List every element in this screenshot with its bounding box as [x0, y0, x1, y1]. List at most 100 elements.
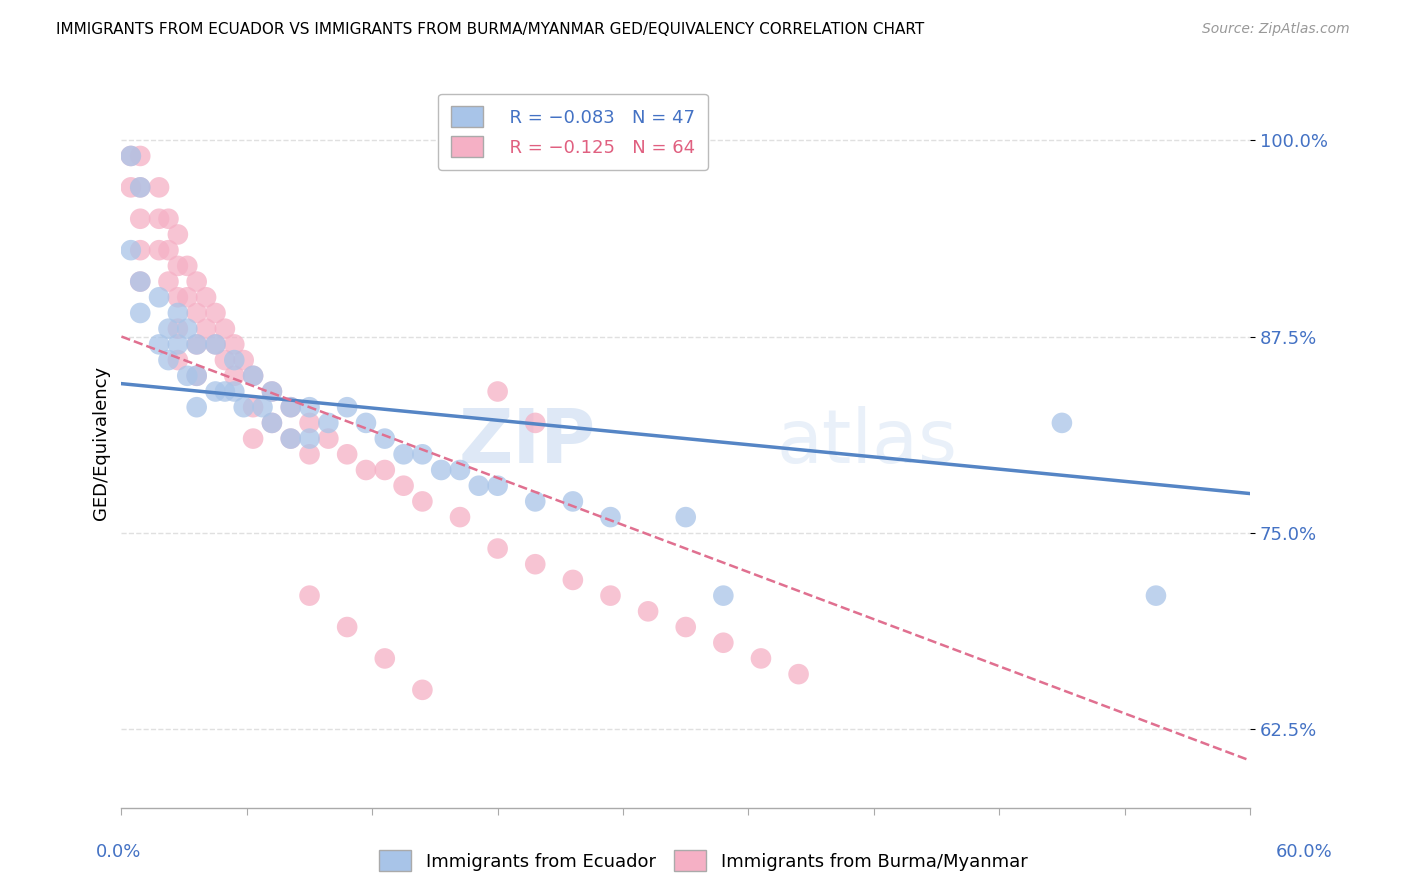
- Point: [260, 416, 283, 430]
- Text: Source: ZipAtlas.com: Source: ZipAtlas.com: [1202, 22, 1350, 37]
- Point: [224, 368, 246, 383]
- Legend:   R = −0.083   N = 47,   R = −0.125   N = 64: R = −0.083 N = 47, R = −0.125 N = 64: [439, 94, 707, 169]
- Point: [186, 337, 208, 351]
- Point: [242, 400, 264, 414]
- Point: [204, 306, 226, 320]
- Point: [411, 682, 433, 697]
- Point: [449, 463, 471, 477]
- Point: [336, 620, 359, 634]
- Point: [298, 416, 321, 430]
- Point: [711, 636, 734, 650]
- Point: [195, 321, 218, 335]
- Point: [129, 211, 152, 226]
- Point: [186, 368, 208, 383]
- Point: [298, 432, 321, 446]
- Point: [280, 400, 302, 414]
- Point: [486, 384, 509, 399]
- Point: [486, 541, 509, 556]
- Point: [167, 259, 190, 273]
- Point: [298, 447, 321, 461]
- Point: [129, 275, 152, 289]
- Point: [242, 432, 264, 446]
- Point: [167, 227, 190, 242]
- Point: [411, 494, 433, 508]
- Point: [1050, 416, 1073, 430]
- Point: [392, 447, 415, 461]
- Point: [120, 149, 142, 163]
- Point: [449, 510, 471, 524]
- Point: [242, 368, 264, 383]
- Point: [224, 337, 246, 351]
- Point: [186, 337, 208, 351]
- Point: [524, 416, 547, 430]
- Point: [524, 558, 547, 572]
- Point: [224, 384, 246, 399]
- Point: [157, 275, 180, 289]
- Point: [232, 400, 254, 414]
- Point: [157, 211, 180, 226]
- Point: [186, 368, 208, 383]
- Point: [214, 353, 236, 368]
- Point: [129, 180, 152, 194]
- Point: [148, 211, 170, 226]
- Point: [157, 353, 180, 368]
- Point: [468, 479, 491, 493]
- Point: [374, 463, 396, 477]
- Point: [148, 290, 170, 304]
- Point: [186, 306, 208, 320]
- Point: [120, 180, 142, 194]
- Y-axis label: GED/Equivalency: GED/Equivalency: [93, 366, 110, 520]
- Point: [120, 243, 142, 257]
- Point: [148, 337, 170, 351]
- Point: [148, 180, 170, 194]
- Point: [129, 275, 152, 289]
- Point: [280, 432, 302, 446]
- Point: [167, 321, 190, 335]
- Point: [561, 494, 583, 508]
- Point: [637, 604, 659, 618]
- Point: [129, 149, 152, 163]
- Point: [260, 384, 283, 399]
- Point: [167, 337, 190, 351]
- Point: [252, 400, 274, 414]
- Point: [524, 494, 547, 508]
- Point: [374, 432, 396, 446]
- Point: [430, 463, 453, 477]
- Point: [232, 353, 254, 368]
- Text: atlas: atlas: [776, 406, 957, 479]
- Point: [354, 463, 377, 477]
- Point: [214, 321, 236, 335]
- Point: [749, 651, 772, 665]
- Point: [711, 589, 734, 603]
- Point: [599, 510, 621, 524]
- Point: [167, 290, 190, 304]
- Point: [787, 667, 810, 681]
- Point: [675, 510, 697, 524]
- Point: [374, 651, 396, 665]
- Point: [318, 432, 340, 446]
- Point: [318, 416, 340, 430]
- Point: [1144, 589, 1167, 603]
- Point: [336, 400, 359, 414]
- Point: [486, 479, 509, 493]
- Point: [129, 180, 152, 194]
- Point: [195, 290, 218, 304]
- Point: [176, 290, 198, 304]
- Point: [176, 259, 198, 273]
- Point: [392, 479, 415, 493]
- Point: [280, 400, 302, 414]
- Point: [204, 384, 226, 399]
- Point: [675, 620, 697, 634]
- Point: [186, 275, 208, 289]
- Point: [354, 416, 377, 430]
- Point: [148, 243, 170, 257]
- Point: [242, 368, 264, 383]
- Point: [260, 384, 283, 399]
- Point: [176, 368, 198, 383]
- Text: IMMIGRANTS FROM ECUADOR VS IMMIGRANTS FROM BURMA/MYANMAR GED/EQUIVALENCY CORRELA: IMMIGRANTS FROM ECUADOR VS IMMIGRANTS FR…: [56, 22, 925, 37]
- Text: ZIP: ZIP: [458, 406, 595, 479]
- Point: [129, 306, 152, 320]
- Point: [204, 337, 226, 351]
- Text: 0.0%: 0.0%: [96, 843, 141, 861]
- Point: [176, 321, 198, 335]
